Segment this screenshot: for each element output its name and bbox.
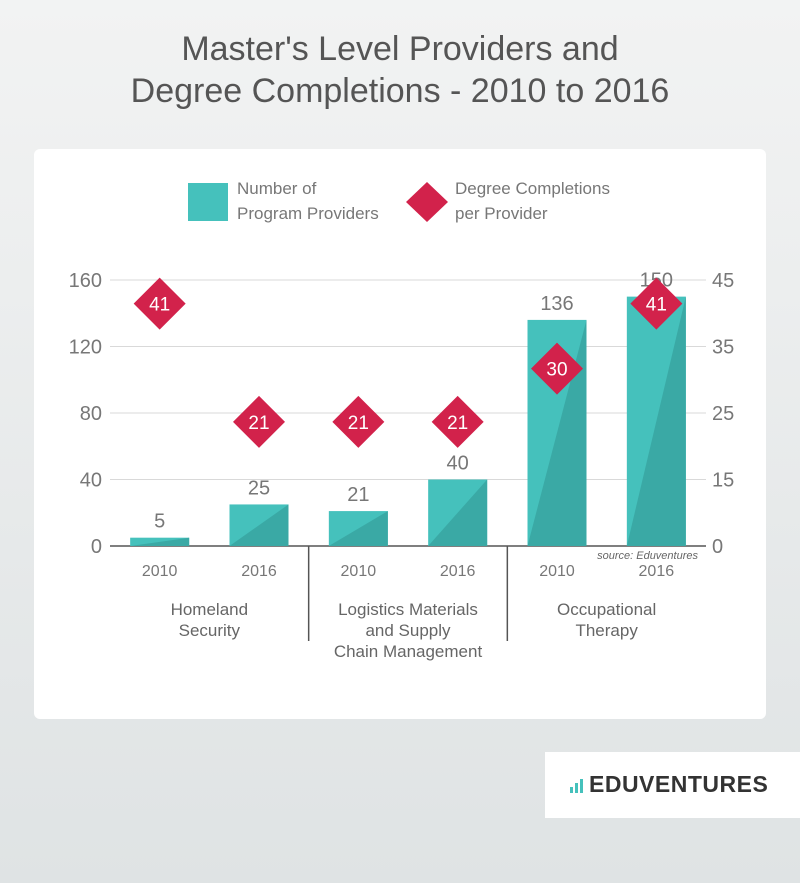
group-label: Occupational <box>557 600 656 619</box>
completion-marker-label: 41 <box>149 295 170 316</box>
legend-providers-swatch <box>188 183 228 221</box>
chart-card: Number of Program Providers Degree Compl… <box>34 149 766 719</box>
bar-value-label: 21 <box>347 484 369 506</box>
bar-shade <box>428 479 488 546</box>
bar-shade <box>527 319 587 546</box>
y2-tick-label: 15 <box>712 470 734 492</box>
y2-tick-label: 0 <box>712 536 723 558</box>
bar-value-label: 40 <box>447 453 469 475</box>
bar-value-label: 25 <box>248 477 270 499</box>
x-tick-label: 2016 <box>440 563 476 580</box>
bar-shade <box>229 504 289 546</box>
y2-tick-label: 35 <box>712 337 734 359</box>
bar-value-label: 5 <box>154 511 165 533</box>
bar-chart-icon <box>570 779 583 793</box>
completion-marker <box>332 395 385 448</box>
y2-tick-label: 45 <box>712 270 734 292</box>
logo-box: EDUVENTURES <box>545 752 800 818</box>
y-tick-label: 120 <box>69 337 102 359</box>
x-tick-label: 2010 <box>142 563 178 580</box>
group-label: Logistics Materials <box>338 600 478 619</box>
bar-shade <box>130 537 190 546</box>
logo-text: EDUVENTURES <box>589 771 769 797</box>
bar-shade <box>626 296 686 546</box>
x-tick-label: 2016 <box>241 563 277 580</box>
completion-marker <box>233 395 285 448</box>
legend-completions-marker <box>406 182 448 222</box>
y-tick-label: 160 <box>69 270 102 292</box>
y-tick-label: 0 <box>91 536 102 558</box>
y-tick-label: 40 <box>80 470 102 492</box>
source-note: source: Eduventures <box>597 550 698 562</box>
completion-marker-label: 21 <box>248 413 269 434</box>
legend-completions-line1: Degree Completions <box>455 179 610 198</box>
completion-marker-label: 30 <box>546 360 567 381</box>
plot-area: 0 40 80 120 160 0 15 25 35 45 5 2010 41 25 2016 21 21 201… <box>69 270 735 661</box>
y2-tick-label: 25 <box>712 403 734 425</box>
completion-marker <box>531 342 583 395</box>
completion-marker <box>630 277 683 330</box>
completion-marker <box>431 395 484 448</box>
chart-title: Master's Level Providers and Degree Comp… <box>130 30 670 110</box>
group-label: and Supply <box>365 621 451 640</box>
x-tick-label: 2016 <box>639 563 675 580</box>
legend-providers-line2: Program Providers <box>237 204 379 223</box>
group-label: Therapy <box>575 621 638 640</box>
x-tick-label: 2010 <box>539 563 575 580</box>
completion-marker-label: 21 <box>348 413 369 434</box>
completion-marker-label: 21 <box>447 413 468 434</box>
group-label: Homeland <box>171 600 249 619</box>
y-tick-label: 80 <box>80 403 102 425</box>
bar <box>130 537 190 546</box>
legend-providers-line1: Number of <box>237 179 317 198</box>
completion-marker-label: 41 <box>646 295 667 316</box>
group-label: Chain Management <box>334 642 483 661</box>
group-label: Security <box>179 621 241 640</box>
legend-completions-line2: per Provider <box>455 204 548 223</box>
bar-value-label: 136 <box>540 293 573 315</box>
completion-marker <box>133 277 186 330</box>
x-tick-label: 2010 <box>341 563 377 580</box>
chart: Number of Program Providers Degree Compl… <box>69 179 735 661</box>
